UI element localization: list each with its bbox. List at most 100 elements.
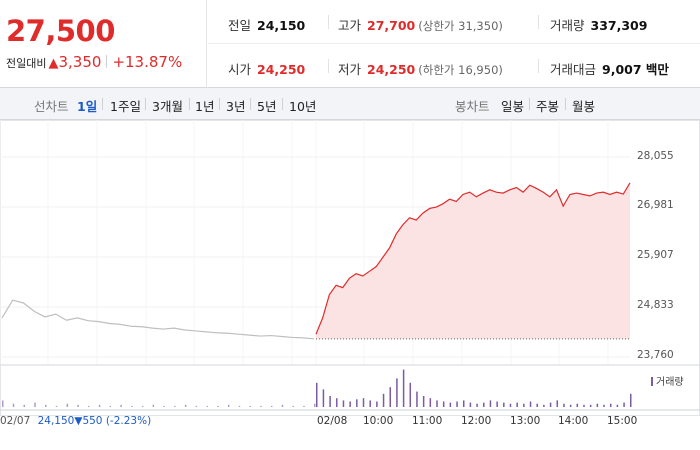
tab-10y[interactable]: 10년: [289, 99, 317, 114]
volume-bar: [543, 404, 545, 407]
tab-weekly-candle[interactable]: 주봉: [536, 99, 560, 114]
x-tick-label: 02/07: [0, 415, 31, 427]
volume-bar: [489, 400, 492, 407]
volume-bar: [2, 400, 4, 407]
y-tick-label: 25,907: [637, 249, 674, 261]
volume-bar: [249, 405, 251, 407]
volume-bar: [98, 404, 101, 407]
volume-bar: [396, 378, 398, 407]
volume-bar: [316, 382, 318, 407]
divider: [538, 15, 539, 29]
change-row: 전일대비 ▲3,350 +13.87%: [6, 53, 182, 71]
tab-1w[interactable]: 1주일: [110, 99, 141, 114]
stat-label: 거래대금: [550, 62, 597, 77]
volume-bar: [292, 405, 294, 407]
price-chart-svg: [0, 120, 700, 416]
volume-bar: [77, 404, 79, 407]
volume-bar: [362, 398, 365, 407]
volume-bar: [55, 405, 58, 407]
tab-monthly-candle[interactable]: 월봉: [572, 99, 596, 114]
volume-bar: [630, 393, 632, 407]
volume-bar: [270, 405, 273, 407]
x-tick-label: 02/08: [317, 415, 348, 427]
divider: [219, 98, 220, 110]
volume-bar: [376, 401, 378, 407]
divider: [538, 59, 539, 73]
tab-1y[interactable]: 1년: [195, 99, 215, 114]
change-label: 전일대비: [6, 57, 47, 70]
volume-bar: [206, 405, 208, 407]
volume-bar: [329, 396, 331, 407]
x-tick-label: 10:00: [363, 415, 394, 427]
y-tick-label: 28,055: [637, 150, 674, 162]
divider: [328, 15, 329, 29]
divider: [328, 59, 329, 73]
volume-bar: [260, 405, 262, 407]
volume-bar: [476, 403, 478, 407]
stat-volume: 거래량 337,309: [550, 15, 647, 34]
up-triangle-icon: ▲: [48, 56, 59, 71]
volume-bar: [556, 400, 559, 407]
volume-bar: [45, 404, 47, 407]
volume-bar: [529, 401, 532, 407]
tab-5y[interactable]: 5년: [257, 99, 277, 114]
volume-bar: [141, 405, 144, 407]
stat-prev-close: 전일 24,150: [228, 15, 305, 34]
volume-bar: [603, 404, 605, 407]
volume-bar: [163, 405, 165, 407]
x-tick-label: 13:00: [510, 415, 541, 427]
volume-bar: [462, 400, 465, 407]
volume-bar: [516, 402, 518, 407]
volume-bar: [422, 396, 425, 407]
divider: [145, 98, 146, 110]
price-chart[interactable]: 28,055 26,981 25,907 24,833 23,760 거래량 0…: [0, 120, 700, 450]
line-chart-label: 선차트: [34, 99, 69, 114]
stats-row-1: 전일 24,150 고가 27,700 (상한가 31,350) 거래량 337,309: [208, 0, 700, 44]
stats-row-2: 시가 24,250 저가 24,250 (하한가 16,950) 거래대금 9,007 …: [208, 44, 700, 88]
volume-bar: [616, 404, 619, 407]
tab-1d[interactable]: 1일: [77, 99, 98, 114]
volume-bar: [469, 402, 472, 407]
volume-bar: [576, 403, 579, 407]
volume-bar: [314, 403, 316, 407]
volume-bar: [442, 401, 445, 407]
quote-header: 27,500 전일대비 ▲3,350 +13.87% 전일 24,150 고가 27,7…: [0, 0, 700, 88]
volume-bar: [569, 404, 572, 407]
volume-bar: [195, 405, 198, 407]
y-tick-label: 26,981: [637, 199, 674, 211]
y-tick-label: 24,833: [637, 299, 674, 311]
tab-3m[interactable]: 3개월: [152, 99, 183, 114]
change-value: 3,350: [58, 53, 102, 71]
volume-bar: [389, 387, 391, 407]
volume-bar: [349, 401, 351, 407]
volume-bar: [409, 382, 412, 407]
stat-value: 9,007 백만: [602, 62, 669, 77]
volume-bar: [549, 402, 552, 407]
volume-bar: [483, 402, 485, 407]
volume-bar: [66, 403, 69, 407]
volume-bar: [23, 404, 26, 407]
volume-bar: [336, 398, 338, 407]
volume-bar: [449, 402, 452, 407]
stat-label: 저가: [338, 62, 362, 77]
volume-bar: [131, 405, 133, 407]
volume-bar: [402, 369, 405, 407]
tab-3y[interactable]: 3년: [226, 99, 246, 114]
volume-bar: [152, 404, 155, 407]
stat-value: 24,250: [257, 62, 306, 77]
volume-bar: [356, 399, 358, 407]
stat-label: 전일: [228, 18, 252, 33]
divider: [282, 98, 283, 110]
volume-bar: [456, 401, 458, 407]
x-tick-label: 11:00: [412, 415, 443, 427]
volume-bar: [322, 389, 325, 407]
tab-daily-candle[interactable]: 일봉: [501, 99, 525, 114]
divider: [250, 98, 251, 110]
volume-bar: [281, 404, 284, 407]
volume-legend-label: 거래량: [656, 377, 684, 388]
stat-low: 저가 24,250 (하한가 16,950): [338, 59, 503, 78]
chart-tab-bar: 선차트 1일 1주일 3개월 1년 3년 5년 10년 봉차트 일봉 주봉 월봉: [0, 88, 700, 120]
volume-bar: [523, 403, 525, 407]
volume-bar: [238, 405, 241, 407]
x-tick-label: 12:00: [461, 415, 492, 427]
